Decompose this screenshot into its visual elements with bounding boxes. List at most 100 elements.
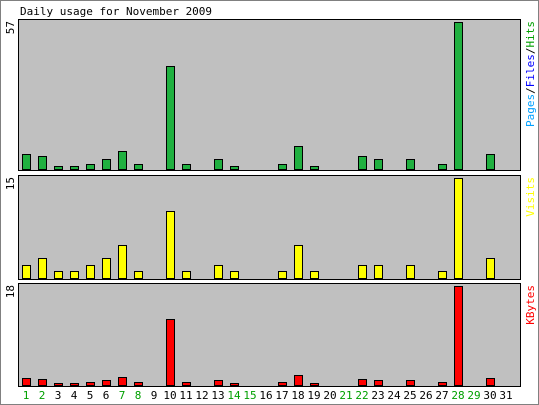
- bar-kbytes-7: [118, 377, 127, 386]
- bar-kbytes-6: [102, 380, 111, 386]
- bar-visits-25: [406, 265, 415, 279]
- bar-visits-11: [182, 271, 191, 279]
- bar-kbytes-25: [406, 380, 415, 386]
- plot-area-visits: [18, 175, 521, 280]
- bar-kbytes-28: [454, 286, 463, 386]
- bar-hits-8: [134, 164, 143, 170]
- y-max-label-hits: 57: [4, 21, 17, 34]
- bar-visits-4: [70, 271, 79, 279]
- bar-kbytes-27: [438, 382, 447, 386]
- x-tick-label: 25: [403, 389, 416, 402]
- x-tick-label: 2: [39, 389, 46, 402]
- bar-kbytes-8: [134, 382, 143, 386]
- bar-hits-17: [278, 164, 287, 170]
- bar-hits-5: [86, 164, 95, 170]
- bar-visits-10: [166, 211, 175, 279]
- x-tick-label: 20: [323, 389, 336, 402]
- x-tick-label: 14: [227, 389, 241, 402]
- legend-part: /: [524, 87, 537, 94]
- x-tick-label: 18: [291, 389, 304, 402]
- legend-kbytes: KBytes: [524, 285, 537, 325]
- x-tick-label: 28: [451, 389, 464, 402]
- legend-hits: Pages/Files/Hits: [524, 21, 537, 127]
- bar-visits-5: [86, 265, 95, 279]
- bar-hits-14: [230, 166, 239, 170]
- x-tick-label: 16: [259, 389, 272, 402]
- bar-visits-13: [214, 265, 223, 279]
- x-tick-label: 8: [135, 389, 142, 402]
- bar-kbytes-14: [230, 383, 239, 386]
- bar-visits-30: [486, 258, 495, 279]
- panel-visits: 15 Visits: [4, 175, 537, 280]
- bar-hits-28: [454, 22, 463, 170]
- legend-visits: Visits: [524, 177, 537, 217]
- y-max-label-visits: 15: [4, 177, 17, 190]
- bar-visits-28: [454, 178, 463, 279]
- bar-hits-27: [438, 164, 447, 170]
- x-tick-label: 5: [87, 389, 94, 402]
- legend-part: KBytes: [524, 285, 537, 325]
- bar-kbytes-13: [214, 380, 223, 386]
- bar-hits-1: [22, 154, 31, 170]
- bar-kbytes-30: [486, 378, 495, 386]
- x-tick-label: 7: [119, 389, 126, 402]
- bar-kbytes-18: [294, 375, 303, 386]
- bar-visits-22: [358, 265, 367, 279]
- bar-visits-23: [374, 265, 383, 279]
- bar-kbytes-3: [54, 383, 63, 386]
- bar-visits-3: [54, 271, 63, 279]
- bar-kbytes-1: [22, 378, 31, 386]
- bar-hits-19: [310, 166, 319, 170]
- legend-part: Hits: [524, 21, 537, 48]
- bar-kbytes-19: [310, 383, 319, 386]
- bar-hits-4: [70, 166, 79, 170]
- x-tick-label: 1: [23, 389, 30, 402]
- x-tick-label: 21: [339, 389, 352, 402]
- x-tick-label: 11: [179, 389, 192, 402]
- bar-visits-19: [310, 271, 319, 279]
- bar-hits-23: [374, 159, 383, 170]
- x-tick-label: 23: [371, 389, 384, 402]
- x-tick-label: 4: [71, 389, 78, 402]
- bar-visits-7: [118, 245, 127, 279]
- chart-title: Daily usage for November 2009: [20, 5, 212, 18]
- x-tick-label: 22: [355, 389, 368, 402]
- bar-hits-10: [166, 66, 175, 170]
- x-tick-label: 29: [467, 389, 480, 402]
- x-tick-label: 13: [211, 389, 224, 402]
- bar-kbytes-22: [358, 379, 367, 386]
- x-tick-label: 3: [55, 389, 62, 402]
- bar-hits-11: [182, 164, 191, 170]
- y-max-label-kbytes: 18: [4, 285, 17, 298]
- bar-visits-14: [230, 271, 239, 279]
- bar-kbytes-4: [70, 383, 79, 386]
- x-tick-label: 27: [435, 389, 448, 402]
- legend-part: Visits: [524, 177, 537, 217]
- bar-visits-6: [102, 258, 111, 279]
- x-tick-label: 30: [483, 389, 496, 402]
- bar-visits-27: [438, 271, 447, 279]
- x-tick-label: 9: [151, 389, 158, 402]
- bar-kbytes-17: [278, 382, 287, 386]
- x-tick-label: 26: [419, 389, 432, 402]
- x-tick-label: 24: [387, 389, 401, 402]
- bar-kbytes-5: [86, 382, 95, 386]
- x-tick-label: 12: [195, 389, 208, 402]
- legend-part: Pages: [524, 94, 537, 127]
- bar-hits-13: [214, 159, 223, 170]
- panel-kbytes: 18 KBytes: [4, 283, 537, 387]
- x-tick-label: 31: [499, 389, 512, 402]
- bar-hits-18: [294, 146, 303, 170]
- bar-kbytes-10: [166, 319, 175, 386]
- x-tick-label: 17: [275, 389, 288, 402]
- bar-hits-6: [102, 159, 111, 170]
- bar-visits-2: [38, 258, 47, 279]
- bar-kbytes-2: [38, 379, 47, 386]
- bar-visits-8: [134, 271, 143, 279]
- bar-visits-17: [278, 271, 287, 279]
- bar-visits-18: [294, 245, 303, 279]
- bar-hits-2: [38, 156, 47, 170]
